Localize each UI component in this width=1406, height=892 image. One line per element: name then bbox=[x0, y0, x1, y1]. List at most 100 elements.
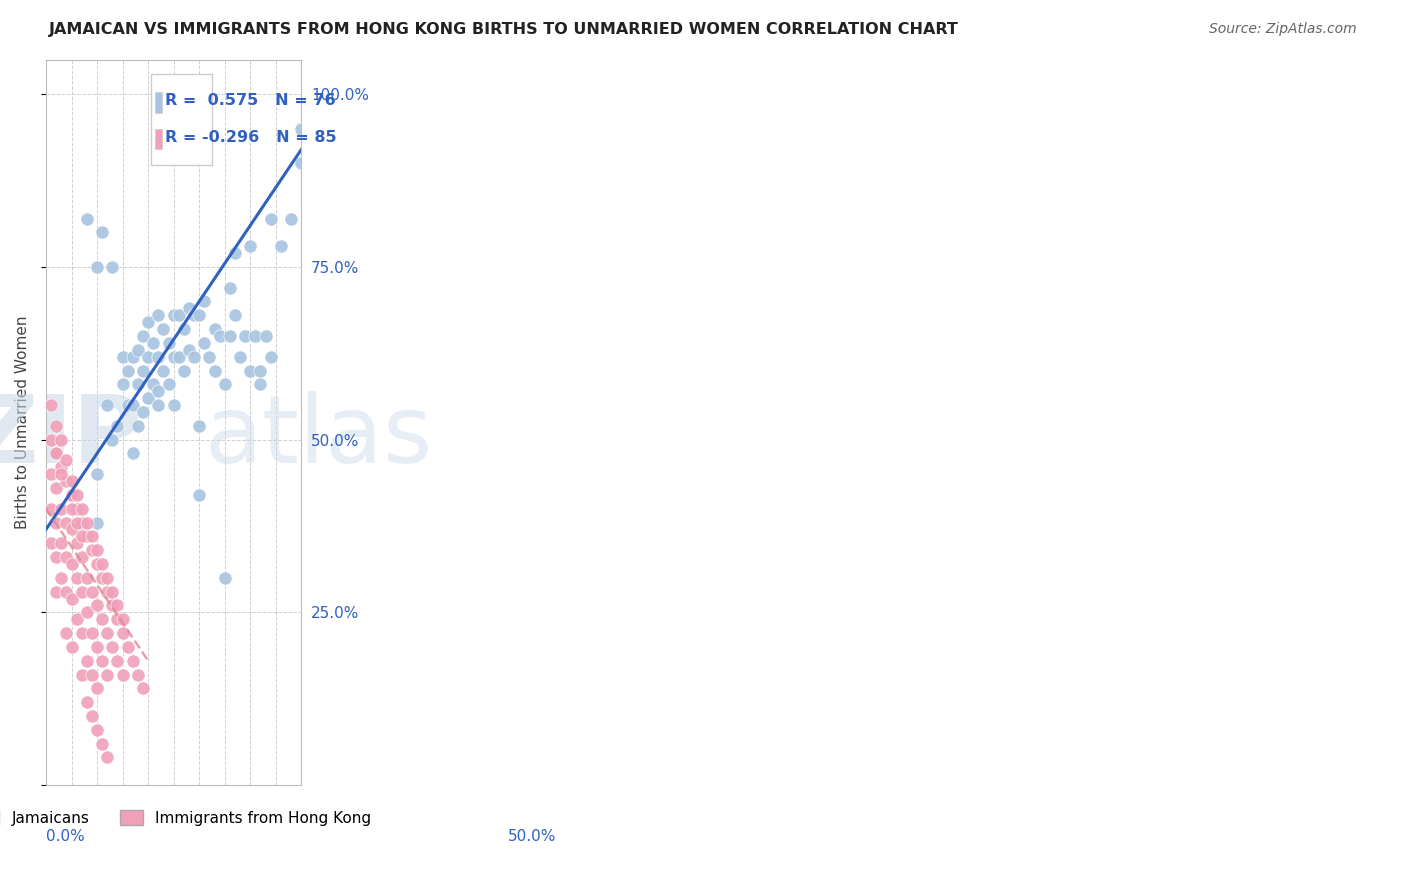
Point bbox=[55, 584, 77, 599]
Point bbox=[60, 591, 83, 606]
Point bbox=[239, 239, 262, 253]
Point bbox=[80, 709, 103, 723]
Text: Source: ZipAtlas.com: Source: ZipAtlas.com bbox=[1209, 22, 1357, 37]
Point bbox=[39, 536, 62, 550]
Point bbox=[39, 467, 62, 482]
Point bbox=[86, 681, 108, 696]
Point bbox=[280, 211, 302, 226]
Text: R =  0.575   N = 76: R = 0.575 N = 76 bbox=[166, 94, 336, 109]
Point bbox=[45, 446, 67, 460]
Point bbox=[117, 640, 139, 654]
Point bbox=[132, 405, 155, 419]
Point bbox=[111, 626, 134, 640]
Point bbox=[70, 550, 93, 565]
Point bbox=[51, 571, 73, 585]
Point bbox=[136, 350, 159, 364]
Point bbox=[91, 557, 114, 571]
Point bbox=[91, 612, 114, 626]
Point bbox=[45, 516, 67, 530]
Point bbox=[76, 654, 98, 668]
Point bbox=[45, 446, 67, 460]
Point bbox=[260, 211, 283, 226]
Point bbox=[157, 335, 180, 350]
Point bbox=[70, 516, 93, 530]
Point bbox=[76, 695, 98, 709]
Point bbox=[121, 654, 143, 668]
Point bbox=[254, 329, 277, 343]
Point bbox=[260, 350, 283, 364]
Point bbox=[163, 398, 186, 412]
Point bbox=[45, 584, 67, 599]
Point bbox=[111, 377, 134, 392]
Legend: Jamaicans, Immigrants from Hong Kong: Jamaicans, Immigrants from Hong Kong bbox=[0, 804, 377, 832]
Point bbox=[173, 322, 195, 336]
Point bbox=[55, 474, 77, 488]
Text: ZIP: ZIP bbox=[0, 391, 143, 483]
Point bbox=[239, 363, 262, 377]
Point bbox=[60, 474, 83, 488]
Point bbox=[148, 308, 170, 322]
Point bbox=[60, 488, 83, 502]
Point bbox=[101, 640, 124, 654]
Point bbox=[167, 308, 190, 322]
Point bbox=[163, 350, 186, 364]
Point bbox=[60, 640, 83, 654]
Point bbox=[136, 315, 159, 329]
Point bbox=[91, 654, 114, 668]
Point bbox=[65, 571, 87, 585]
Point bbox=[76, 571, 98, 585]
Point bbox=[55, 550, 77, 565]
Point bbox=[70, 501, 93, 516]
Point bbox=[76, 529, 98, 543]
Point bbox=[96, 626, 118, 640]
Point bbox=[107, 418, 129, 433]
Text: R = -0.296   N = 85: R = -0.296 N = 85 bbox=[166, 129, 337, 145]
Point bbox=[218, 329, 240, 343]
Text: JAMAICAN VS IMMIGRANTS FROM HONG KONG BIRTHS TO UNMARRIED WOMEN CORRELATION CHAR: JAMAICAN VS IMMIGRANTS FROM HONG KONG BI… bbox=[49, 22, 959, 37]
Point bbox=[96, 584, 118, 599]
Point bbox=[101, 599, 124, 613]
Point bbox=[152, 363, 174, 377]
Point bbox=[55, 626, 77, 640]
Point bbox=[65, 612, 87, 626]
Text: 0.0%: 0.0% bbox=[46, 829, 84, 844]
Point bbox=[290, 121, 312, 136]
Point bbox=[117, 398, 139, 412]
Point bbox=[107, 599, 129, 613]
Point bbox=[76, 606, 98, 620]
Point bbox=[70, 667, 93, 681]
Point bbox=[80, 667, 103, 681]
Point bbox=[70, 626, 93, 640]
Point bbox=[65, 488, 87, 502]
Point bbox=[55, 453, 77, 467]
Point bbox=[39, 501, 62, 516]
Point bbox=[65, 501, 87, 516]
Point bbox=[117, 363, 139, 377]
Point bbox=[86, 723, 108, 737]
Point bbox=[214, 571, 236, 585]
Point bbox=[86, 543, 108, 558]
Text: atlas: atlas bbox=[204, 391, 433, 483]
Point bbox=[65, 516, 87, 530]
Point bbox=[127, 377, 149, 392]
Point bbox=[86, 599, 108, 613]
Point bbox=[107, 612, 129, 626]
Point bbox=[152, 322, 174, 336]
Point bbox=[132, 363, 155, 377]
Point bbox=[101, 433, 124, 447]
Point bbox=[51, 460, 73, 475]
Point bbox=[157, 377, 180, 392]
Point bbox=[86, 640, 108, 654]
Point bbox=[245, 329, 267, 343]
Point bbox=[204, 322, 226, 336]
Text: 50.0%: 50.0% bbox=[509, 829, 557, 844]
Point bbox=[80, 584, 103, 599]
Point bbox=[65, 536, 87, 550]
Point bbox=[60, 557, 83, 571]
Point bbox=[142, 335, 165, 350]
Point bbox=[111, 612, 134, 626]
Point bbox=[86, 516, 108, 530]
Point bbox=[188, 418, 211, 433]
Point bbox=[101, 584, 124, 599]
Point bbox=[60, 501, 83, 516]
